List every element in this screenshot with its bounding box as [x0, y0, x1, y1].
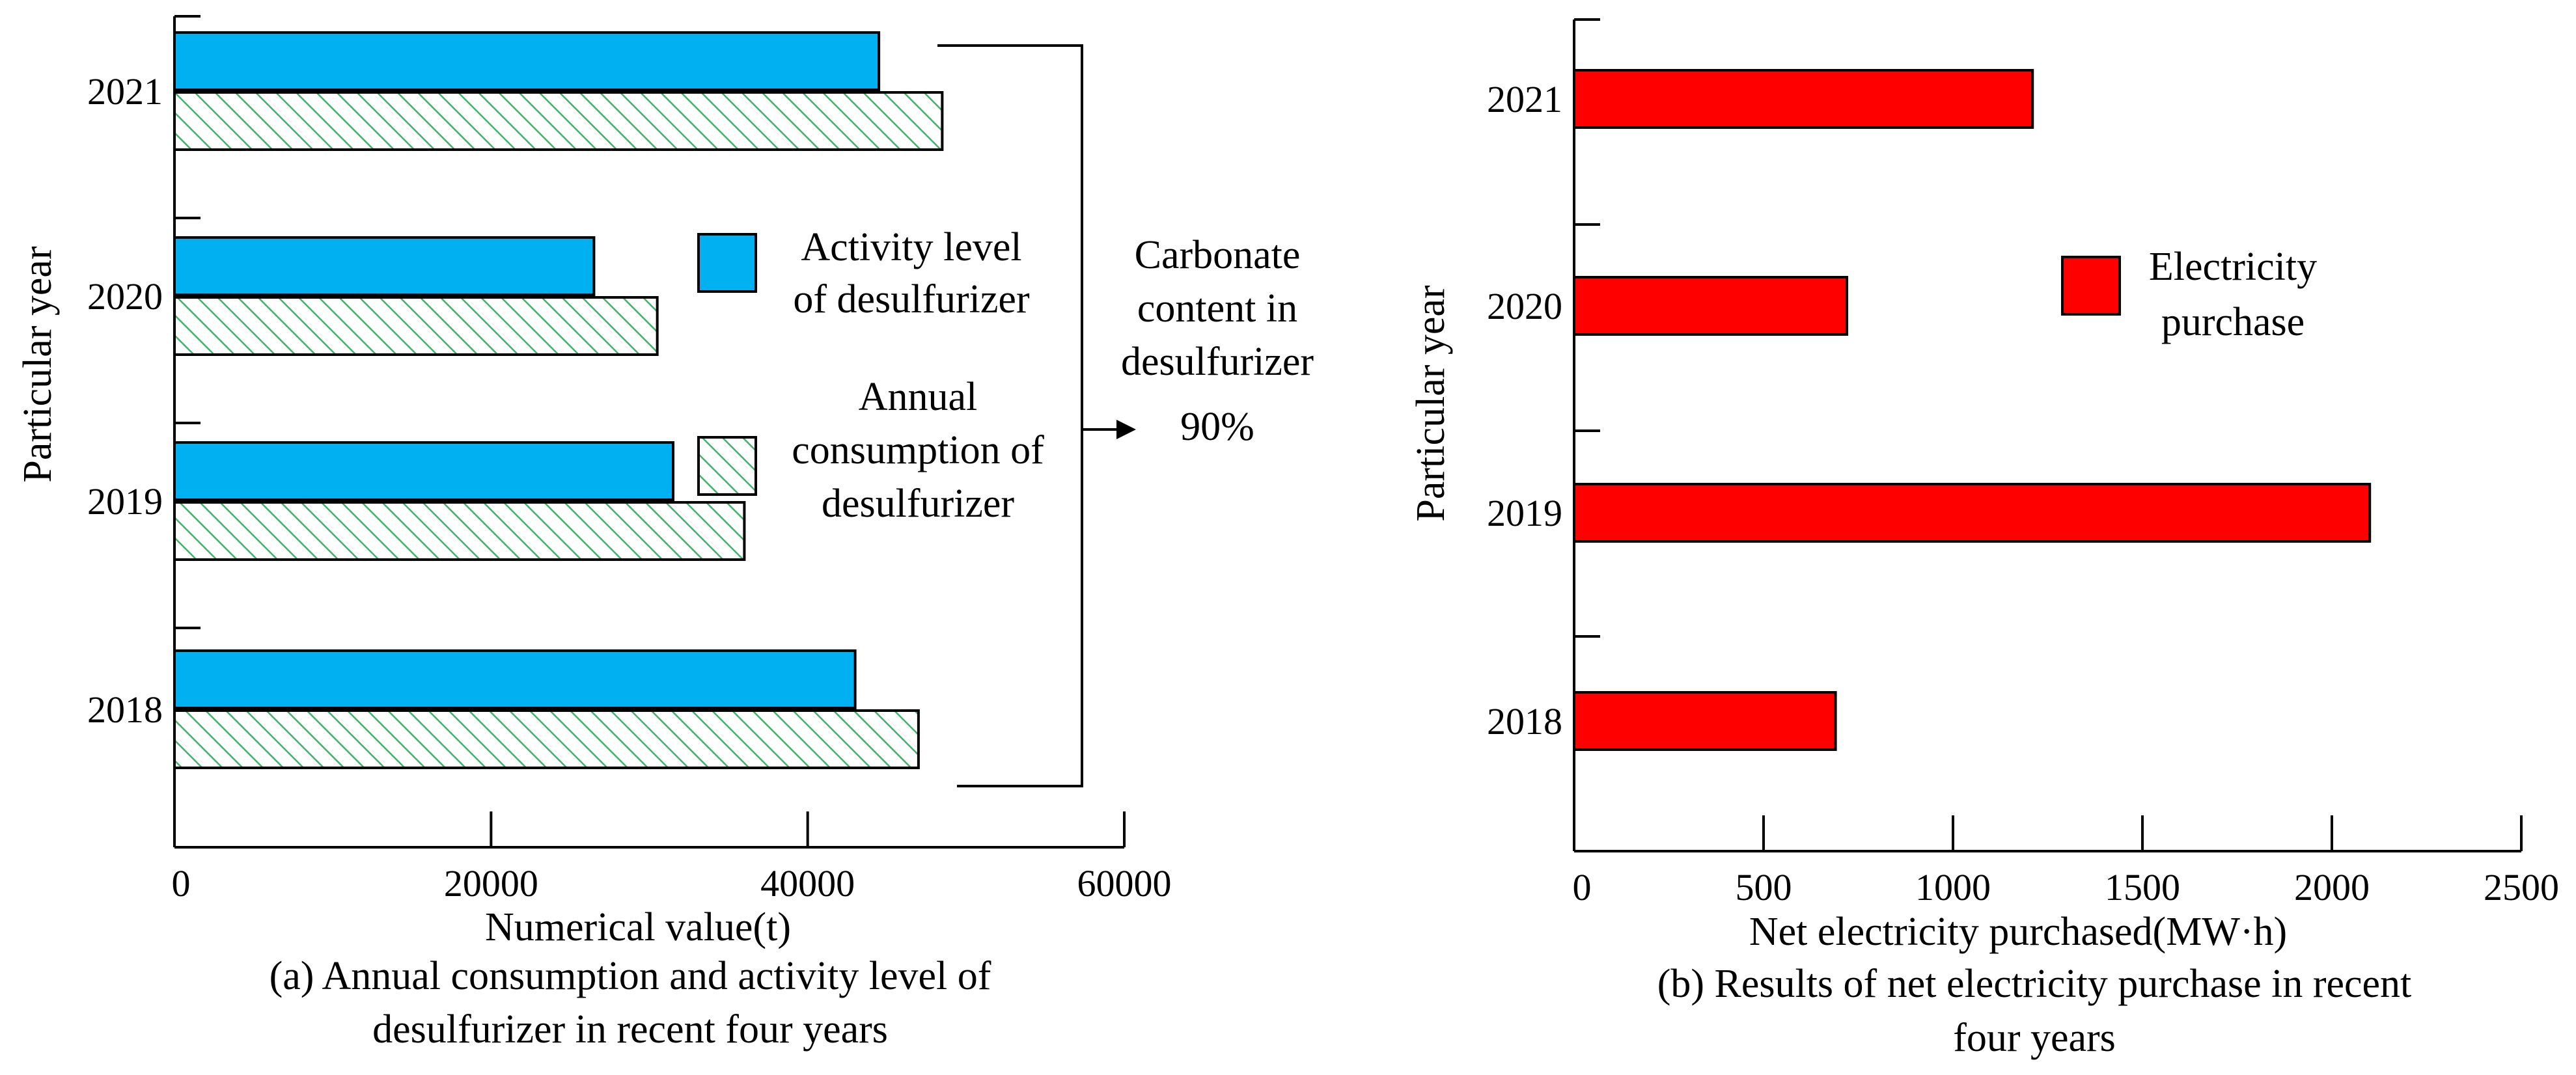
- chart-a-annotation-line4: 90%: [1180, 405, 1254, 449]
- chart-a-bars: [173, 31, 944, 769]
- x-tick-label-a-20000: 20000: [444, 862, 538, 905]
- chart-a-legend: Activity level of desulfurizer Annual co…: [697, 225, 1044, 526]
- x-tick-label-b-0: 0: [1573, 866, 1592, 908]
- chart-b-caption-line2: four years: [1953, 1016, 2116, 1060]
- y-tick-label-a-2020: 2020: [87, 275, 163, 318]
- chart-b-ylabel: Particular year: [1409, 285, 1453, 522]
- bar-a-2020-s0: [173, 236, 596, 296]
- chart-b-axes: 2021 2020 2019 2018 0 500 1000 1500 2000 2500: [1487, 18, 2559, 908]
- legend-label-electricity-line1: Electricity: [2149, 245, 2317, 289]
- bar-a-2019-s1: [173, 501, 746, 561]
- chart-b-bars: [1573, 69, 2372, 751]
- bar-a-2018-s1: [173, 709, 920, 769]
- chart-a-caption-line1: (a) Annual consumption and activity leve…: [270, 954, 991, 998]
- bar-b-2020-s0: [1573, 276, 1849, 336]
- x-tick-label-a-40000: 40000: [760, 862, 855, 905]
- x-tick-label-b-1500: 1500: [2105, 866, 2180, 908]
- chart-a-annotation-line2: content in: [1137, 286, 1297, 331]
- y-tick-label-a-2018: 2018: [87, 688, 163, 731]
- chart-a-arrowhead: [1116, 420, 1136, 439]
- legend-label-activity-line1: Activity level: [801, 225, 1021, 269]
- legend-swatch-activity: [697, 233, 757, 293]
- chart-b-legend: Electricity purchase: [2061, 245, 2317, 344]
- x-tick-label-a-0: 0: [172, 862, 191, 905]
- bar-a-2021-s1: [173, 91, 944, 151]
- x-tick-label-a-60000: 60000: [1077, 862, 1172, 905]
- legend-label-electricity-line2: purchase: [2161, 300, 2305, 344]
- chart-a-axes: 2021 2020 2019 2018 0 20000 40000 60000: [87, 15, 1172, 905]
- legend-swatch-electricity: [2061, 256, 2121, 316]
- legend-swatch-consumption: [697, 436, 757, 496]
- x-tick-label-b-500: 500: [1736, 866, 1792, 908]
- bar-b-2019-s0: [1573, 483, 2372, 543]
- chart-b: 2021 2020 2019 2018 0 500 1000 1500 2000 2500 Par…: [1409, 18, 2559, 1060]
- x-tick-label-b-2000: 2000: [2294, 866, 2370, 908]
- legend-label-consumption-line1: Annual: [859, 375, 978, 419]
- chart-a-xlabel: Numerical value(t): [485, 905, 791, 949]
- legend-label-activity-line2: of desulfurizer: [793, 277, 1030, 321]
- legend-label-consumption-line3: desulfurizer: [822, 482, 1014, 526]
- y-tick-label-b-2020: 2020: [1487, 285, 1562, 327]
- chart-a-annotation-line3: desulfurizer: [1121, 340, 1314, 384]
- chart-a: 2021 2020 2019 2018 0 20000 40000 60000 Particu…: [16, 15, 1314, 1052]
- chart-a-caption-line2: desulfurizer in recent four years: [372, 1007, 888, 1052]
- chart-b-xlabel: Net electricity purchased(MW·h): [1749, 910, 2287, 954]
- chart-b-caption-line1: (b) Results of net electricity purchase …: [1657, 962, 2412, 1006]
- bar-a-2019-s0: [173, 441, 674, 501]
- y-tick-label-b-2019: 2019: [1487, 492, 1562, 534]
- bar-b-2021-s0: [1573, 69, 2034, 129]
- x-tick-label-b-2500: 2500: [2484, 866, 2559, 908]
- bar-a-2020-s1: [173, 296, 659, 356]
- bar-a-2018-s0: [173, 649, 857, 709]
- x-tick-label-b-1000: 1000: [1915, 866, 1991, 908]
- chart-a-ylabel: Particular year: [16, 246, 60, 483]
- bar-a-2021-s0: [173, 31, 881, 91]
- y-tick-label-b-2018: 2018: [1487, 700, 1562, 742]
- legend-label-consumption-line2: consumption of: [792, 428, 1044, 472]
- bar-b-2018-s0: [1573, 691, 1837, 751]
- chart-a-annotation-line1: Carbonate: [1135, 233, 1301, 277]
- y-tick-label-b-2021: 2021: [1487, 78, 1562, 120]
- y-tick-label-a-2021: 2021: [87, 70, 163, 113]
- y-tick-label-a-2019: 2019: [87, 480, 163, 523]
